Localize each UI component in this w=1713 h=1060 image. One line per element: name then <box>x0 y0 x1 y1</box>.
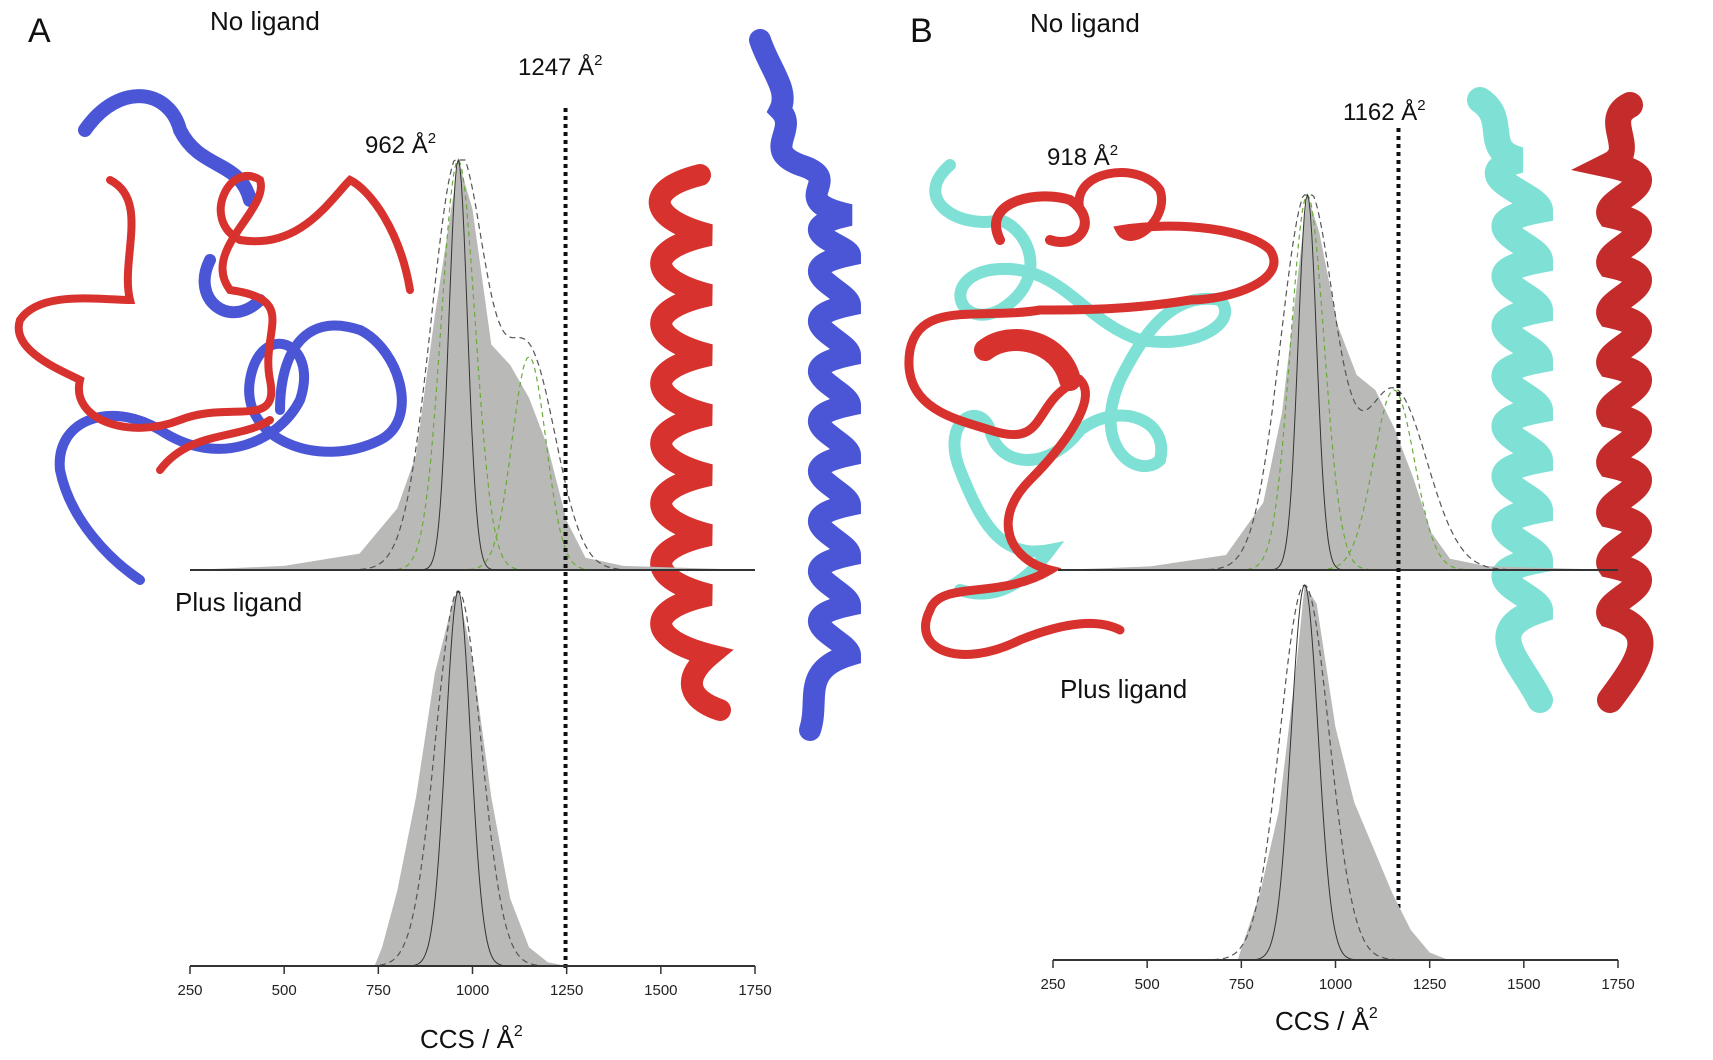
panel-a-peak1-label: 962 Å2 <box>365 130 436 159</box>
panel-b-plus-ligand-tick-label: 1250 <box>1413 976 1446 993</box>
panel-b-plus-ligand-tick-label: 750 <box>1229 976 1254 993</box>
panel-b-plus-ligand-tick-label: 1500 <box>1507 976 1540 993</box>
panel-a-plus-ligand-tick-label: 1250 <box>550 982 583 999</box>
panel-a-helix-blue <box>749 29 862 741</box>
panel-b-plus-ligand-tick-label: 500 <box>1135 976 1160 993</box>
panel-b-plus-ligand-tick-label: 1000 <box>1319 976 1352 993</box>
panel-a-helix-red <box>648 164 734 721</box>
panel-a-plus-ligand-tick-label: 1750 <box>738 982 771 999</box>
panel-b-peak1-label: 918 Å2 <box>1047 142 1118 171</box>
panel-a-plus-ligand-tick-label: 1500 <box>644 982 677 999</box>
panel-a-globular-structure <box>14 89 414 585</box>
panel-b-plus-ligand-label: Plus ligand <box>1060 674 1187 704</box>
panel-a-letter: A <box>28 12 51 50</box>
panel-b-x-axis-title: CCS / Å2 <box>1275 1005 1378 1036</box>
panel-b-plus-ligand-envelope <box>1053 585 1618 960</box>
panel-a-plus-ligand-core-component <box>397 589 519 967</box>
panel-a-peak2-label: 1247 Å2 <box>518 52 602 81</box>
panel-a-plus-ligand-tick-label: 1000 <box>456 982 489 999</box>
panel-b-plus-ligand-tick-label: 250 <box>1040 976 1065 993</box>
panel-b-peak2-label: 1162 Å2 <box>1343 97 1426 126</box>
panel-b-helix-red <box>1571 92 1654 713</box>
panel-b-plus-ligand-core-component <box>1244 584 1365 961</box>
panel-b-globular-structure <box>904 159 1279 659</box>
panel-a-no-ligand-envelope <box>190 160 755 570</box>
panel-a-no-ligand-label: No ligand <box>210 6 320 36</box>
panel-b-no-ligand-label: No ligand <box>1030 8 1140 38</box>
panel-a-x-axis-title: CCS / Å2 <box>420 1023 523 1054</box>
panel-a-plus-ligand-tick-label: 750 <box>366 982 391 999</box>
panel-b-helix-cyan <box>1467 87 1554 713</box>
panel-a-plus-ligand-label: Plus ligand <box>175 587 302 617</box>
charts-layer: 250 500 750 1000 1250 1500 1750 250 500 750 1000 12… <box>177 108 1635 999</box>
panel-a-plus-ligand-tick-label: 500 <box>272 982 297 999</box>
panel-b-plus-ligand-tick-label: 1750 <box>1601 976 1634 993</box>
panel-b-no-ligand-envelope <box>1058 195 1618 570</box>
panel-b-letter: B <box>910 12 933 50</box>
panel-a-plus-ligand-tick-label: 250 <box>177 982 202 999</box>
